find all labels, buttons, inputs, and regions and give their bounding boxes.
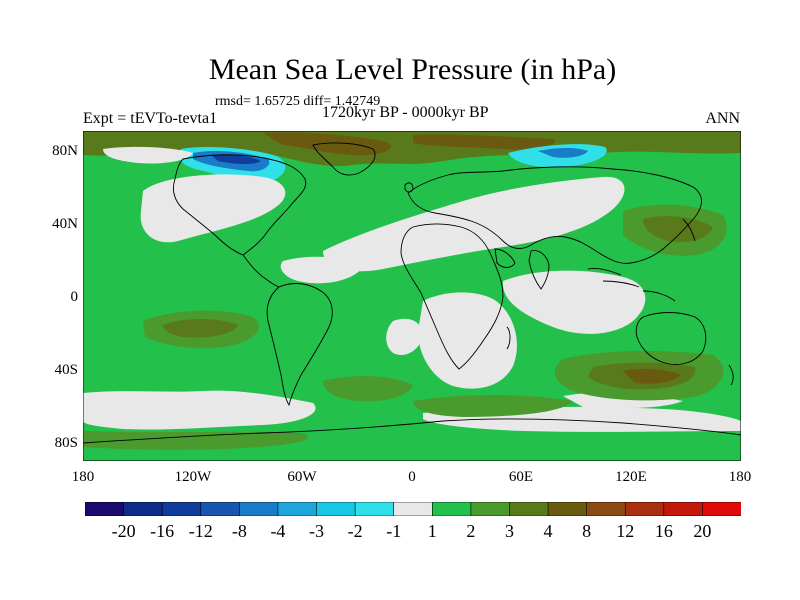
lon-label-0: 0	[408, 469, 416, 485]
field-southern-africa-white	[418, 292, 517, 389]
lat-label-40n: 40N	[52, 216, 78, 232]
lon-label-180w: 180	[71, 469, 95, 485]
colorbar-tick-label: 16	[654, 521, 673, 541]
lon-label-180e: 180	[728, 469, 752, 485]
field-nw-pacific-brown	[643, 216, 713, 243]
lon-label-60e: 60E	[508, 469, 534, 485]
field-siberia-negative-core	[538, 148, 588, 158]
experiment-label: Expt = tEVTo-tevta1	[83, 110, 218, 127]
colorbar-swatch	[354, 502, 395, 516]
field-south-atlantic-olive	[323, 376, 413, 402]
lon-label-120w: 120W	[174, 469, 212, 485]
field-arctic-white-left	[103, 146, 193, 164]
colorbar-tick-label: -4	[270, 521, 286, 541]
lat-label-40s: 40S	[54, 362, 78, 378]
coastlines	[83, 142, 741, 444]
field-atlantic-europe-white	[323, 176, 625, 272]
colorbar-swatch	[200, 502, 241, 516]
season-label: ANN	[705, 110, 740, 127]
colorbar-tick-label: 8	[582, 521, 592, 541]
colorbar-tick-label: 2	[466, 521, 476, 541]
field-indian-ocean-white	[502, 270, 646, 334]
lat-label-80n: 80N	[52, 143, 78, 159]
colorbar-tick-label: 3	[504, 521, 514, 541]
lon-label-120e: 120E	[615, 469, 647, 485]
colorbar-tick-label: 12	[616, 521, 635, 541]
lat-label-0: 0	[70, 289, 79, 305]
colorbar-tick-label: -1	[386, 521, 402, 541]
colorbar-swatch	[85, 502, 125, 516]
colorbar-tick-label: -20	[111, 521, 136, 541]
colorbar-swatch	[509, 502, 549, 516]
colorbar-swatch	[316, 502, 356, 516]
colorbar-swatch	[663, 502, 704, 516]
colorbar-swatch	[431, 502, 472, 516]
colorbar-tick-label: -16	[150, 521, 175, 541]
colorbar-tick-label: -3	[309, 521, 325, 541]
field-antarctic-coast-olive	[83, 431, 309, 450]
colorbar-swatch	[239, 502, 279, 516]
plot-title: Mean Sea Level Pressure (in hPa)	[208, 53, 617, 86]
field-midatlantic-white	[280, 256, 363, 284]
field-southern-ocean-olive	[413, 395, 573, 417]
colorbar	[85, 502, 741, 516]
field-arctic-dark	[263, 132, 392, 156]
field-south-indian-dark	[623, 368, 681, 384]
period-label: 1720kyr BP - 0000kyr BP	[322, 104, 489, 121]
colorbar-tick-label: 1	[427, 521, 437, 541]
colorbar-tick-label: 4	[543, 521, 553, 541]
colorbar-swatch	[123, 502, 163, 516]
colorbar-swatch	[702, 502, 741, 516]
field-arctic-dark-2	[413, 134, 555, 150]
field-south-atlantic-white	[386, 318, 423, 356]
field-arctic-brown	[83, 131, 741, 166]
colorbar-swatch	[161, 502, 202, 516]
colorbar-swatch	[547, 502, 588, 516]
colorbar-tick-label: -8	[231, 521, 247, 541]
colorbar-swatch	[586, 502, 627, 516]
colorbar-tick-label: -2	[347, 521, 363, 541]
colorbar-swatch	[470, 502, 511, 516]
colorbar-swatch	[393, 502, 434, 516]
rmsd-diff-stats: rmsd= 1.65725 diff= 1.42749	[215, 94, 381, 109]
field-canada-negative-deep	[211, 154, 261, 165]
colorbar-tick-label: -12	[188, 521, 213, 541]
colorbar-swatch	[277, 502, 318, 516]
lat-label-80s: 80S	[54, 435, 78, 451]
pressure-anomaly-map	[83, 131, 741, 461]
lon-label-60w: 60W	[287, 469, 317, 485]
field-south-pacific-brown	[163, 319, 238, 338]
field-north-america-white	[140, 174, 286, 243]
colorbar-swatch	[624, 502, 665, 516]
colorbar-tick-label: 20	[693, 521, 712, 541]
field-south-white-band	[83, 390, 316, 430]
